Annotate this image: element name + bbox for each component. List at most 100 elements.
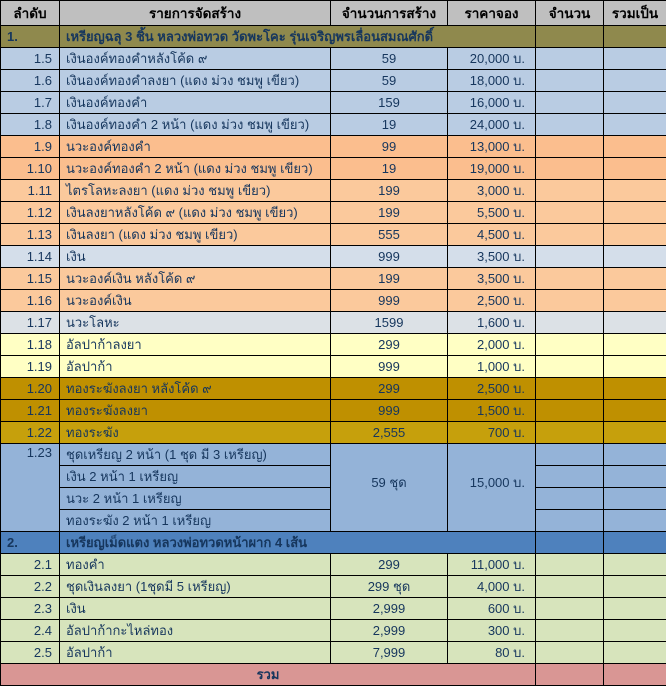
amount-cell	[536, 334, 604, 356]
amount-cell	[536, 26, 604, 48]
item-cell: เงิน	[60, 598, 331, 620]
amount-cell	[536, 158, 604, 180]
qty-made-cell: 299	[331, 554, 448, 576]
col-header-amount: จำนวน	[536, 1, 604, 26]
amount-cell	[536, 488, 604, 510]
qty-made-cell: 1599	[331, 312, 448, 334]
price-cell: 3,500 บ.	[448, 246, 536, 268]
qty-made-cell: 199	[331, 180, 448, 202]
price-cell: 20,000 บ.	[448, 48, 536, 70]
price-cell: 15,000 บ.	[448, 444, 536, 532]
price-cell: 3,500 บ.	[448, 268, 536, 290]
item-cell: อัลปาก้า	[60, 642, 331, 664]
amount-cell	[536, 510, 604, 532]
total-cell	[604, 576, 666, 598]
qty-made-cell: 2,555	[331, 422, 448, 444]
qty-made-cell: 199	[331, 268, 448, 290]
qty-made-cell: 7,999	[331, 642, 448, 664]
total-cell	[604, 400, 666, 422]
order-cell: 1.22	[1, 422, 60, 444]
total-cell	[604, 620, 666, 642]
item-cell: อัลปาก้ากะไหล่ทอง	[60, 620, 331, 642]
total-cell	[604, 444, 666, 466]
price-cell: 2,500 บ.	[448, 378, 536, 400]
order-cell: 2.2	[1, 576, 60, 598]
total-cell	[604, 246, 666, 268]
price-cell: 16,000 บ.	[448, 92, 536, 114]
qty-made-cell: 999	[331, 356, 448, 378]
total-cell	[604, 158, 666, 180]
item-cell: เงินองค์ทองคำ	[60, 92, 331, 114]
amount-cell	[536, 400, 604, 422]
amount-cell	[536, 664, 604, 686]
item-cell: ไตรโลหะลงยา (แดง ม่วง ชมพู เขียว)	[60, 180, 331, 202]
price-cell: 3,000 บ.	[448, 180, 536, 202]
price-value: 15,000 บ.	[470, 472, 525, 493]
item-cell: ทองระฆัง 2 หน้า 1 เหรียญ	[60, 510, 331, 532]
order-cell: 1.6	[1, 70, 60, 92]
qty-made-cell: 159	[331, 92, 448, 114]
total-cell	[604, 488, 666, 510]
item-cell: นวะ 2 หน้า 1 เหรียญ	[60, 488, 331, 510]
order-cell: 1.17	[1, 312, 60, 334]
price-cell: 2,500 บ.	[448, 290, 536, 312]
qty-made-cell: 999	[331, 400, 448, 422]
total-cell	[604, 136, 666, 158]
item-cell: เงินองค์ทองคำลงยา (แดง ม่วง ชมพู เขียว)	[60, 70, 331, 92]
qty-made-cell: 199	[331, 202, 448, 224]
item-cell: ชุดเหรียญ 2 หน้า (1 ชุด มี 3 เหรียญ)	[60, 444, 331, 466]
amount-cell	[536, 532, 604, 554]
price-cell: 2,000 บ.	[448, 334, 536, 356]
amount-cell	[536, 114, 604, 136]
qty-made-cell: 59 ชุด	[331, 444, 448, 532]
order-cell: 1.20	[1, 378, 60, 400]
total-cell	[604, 92, 666, 114]
item-cell: นวะโลหะ	[60, 312, 331, 334]
total-cell	[604, 70, 666, 92]
header-row: ลำดับ รายการจัดสร้าง จำนวนการสร้าง ราคาจ…	[1, 1, 666, 26]
amount-cell	[536, 356, 604, 378]
price-cell: 300 บ.	[448, 620, 536, 642]
total-cell	[604, 378, 666, 400]
amount-cell	[536, 268, 604, 290]
total-cell	[604, 422, 666, 444]
col-header-qty-made: จำนวนการสร้าง	[331, 1, 448, 26]
price-cell: 18,000 บ.	[448, 70, 536, 92]
amount-cell	[536, 620, 604, 642]
item-cell: นวะองค์เงิน	[60, 290, 331, 312]
price-cell: 4,500 บ.	[448, 224, 536, 246]
total-cell	[604, 532, 666, 554]
price-cell: 24,000 บ.	[448, 114, 536, 136]
amount-cell	[536, 554, 604, 576]
amount-cell	[536, 92, 604, 114]
item-cell: เงินองค์ทองคำ 2 หน้า (แดง ม่วง ชมพู เขีย…	[60, 114, 331, 136]
order-cell: 1.15	[1, 268, 60, 290]
amount-cell	[536, 290, 604, 312]
item-cell: อัลปาก้า	[60, 356, 331, 378]
qty-made-value: 59 ชุด	[371, 472, 406, 493]
qty-made-cell: 299 ชุด	[331, 576, 448, 598]
amount-cell	[536, 48, 604, 70]
item-cell: นวะองค์เงิน หลังโค้ด ๙	[60, 268, 331, 290]
item-cell: อัลปาก้าลงยา	[60, 334, 331, 356]
qty-made-cell: 19	[331, 158, 448, 180]
qty-made-cell: 99	[331, 136, 448, 158]
qty-made-cell: 2,999	[331, 620, 448, 642]
price-cell: 600 บ.	[448, 598, 536, 620]
qty-made-cell: 59	[331, 48, 448, 70]
